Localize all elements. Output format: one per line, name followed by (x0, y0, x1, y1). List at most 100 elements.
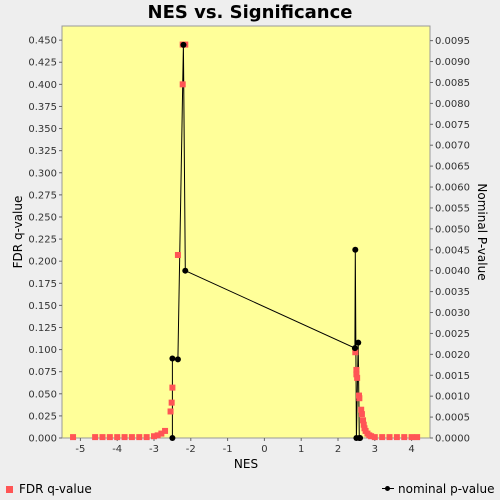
fdr-point (99, 434, 106, 441)
y-right-tick-label: 0.0060 (435, 183, 470, 194)
x-axis-label: NES (234, 457, 258, 471)
fdr-point (143, 434, 150, 441)
y-right-tick-label: 0.0085 (435, 78, 470, 89)
y-right-tick-label: 0.0020 (435, 350, 470, 361)
legend: FDR q-value nominal p-value (0, 478, 500, 500)
nominal-series (169, 41, 364, 441)
y-left-tick-label: 0.100 (28, 345, 57, 356)
y-left-tick-label: 0.075 (28, 367, 57, 378)
fdr-point (360, 421, 367, 428)
x-tick-label: -3 (149, 444, 159, 455)
y-right-tick-label: 0.0000 (435, 434, 470, 445)
y-left-tick-label: 0.125 (28, 323, 57, 334)
fdr-point (358, 411, 365, 418)
y-right-tick-label: 0.0095 (435, 36, 470, 47)
nominal-point (351, 345, 358, 352)
fdr-point (121, 434, 128, 441)
line-marker-icon (382, 485, 394, 493)
fdr-point (174, 251, 181, 258)
fdr-point (151, 433, 157, 440)
x-tick-label: -1 (223, 444, 233, 455)
nominal-point (357, 435, 364, 441)
legend-label-nominal: nominal p-value (398, 482, 495, 496)
fdr-point (354, 374, 361, 381)
chart: NES vs. Significance -5 -4 -3 -2 -1 0 1 2 3 4 0.0… (11, 2, 489, 471)
x-tick-label: -5 (75, 444, 85, 455)
legend-item-fdr: FDR q-value (6, 482, 92, 496)
y-left-tick-label: 0.450 (28, 36, 57, 47)
nominal-point (180, 41, 187, 48)
square-marker-icon (6, 485, 13, 493)
fdr-point (167, 408, 174, 415)
fdr-point (393, 434, 400, 441)
y-axis-right-label: Nominal P-value (475, 183, 489, 280)
y-left-tick-label: 0.425 (28, 58, 57, 69)
fdr-point (386, 434, 393, 441)
y-right-tick-label: 0.0040 (435, 266, 470, 277)
y-right-tick-label: 0.0055 (435, 203, 470, 214)
fdr-point (353, 371, 360, 378)
x-tick-label: 0 (261, 444, 267, 455)
x-tick-label: -4 (112, 444, 122, 455)
fdr-point (154, 432, 161, 439)
fdr-point (114, 434, 121, 441)
y-axis-left: 0.000 0.025 0.050 0.075 0.100 0.125 0.150 0.175… (28, 36, 62, 445)
nominal-point (169, 435, 176, 441)
y-left-tick-label: 0.225 (28, 235, 57, 246)
y-left-tick-label: 0.175 (28, 279, 57, 290)
y-left-tick-label: 0.200 (28, 257, 57, 268)
fdr-point (128, 434, 135, 441)
fdr-point (352, 349, 359, 356)
fdr-point (70, 434, 77, 441)
y-left-tick-label: 0.150 (28, 301, 57, 312)
y-left-tick-label: 0.375 (28, 102, 57, 113)
legend-item-nominal: nominal p-value (382, 482, 494, 496)
fdr-point (158, 430, 165, 437)
fdr-point (408, 434, 415, 441)
fdr-point (92, 434, 99, 441)
y-right-tick-label: 0.0080 (435, 99, 470, 110)
y-right-tick-label: 0.0090 (435, 57, 470, 68)
fdr-point (414, 434, 421, 441)
fdr-point (401, 434, 408, 441)
fdr-point (136, 434, 143, 441)
y-left-tick-label: 0.250 (28, 212, 57, 223)
plot-background (61, 25, 431, 439)
y-right-tick-label: 0.0015 (435, 371, 470, 382)
y-right-tick-label: 0.0065 (435, 162, 470, 173)
legend-label-fdr: FDR q-value (19, 482, 92, 496)
fdr-point (168, 399, 175, 406)
y-left-tick-label: 0.350 (28, 124, 57, 135)
y-right-tick-label: 0.0005 (435, 413, 470, 424)
y-left-tick-label: 0.275 (28, 190, 57, 201)
fdr-point (169, 384, 176, 391)
y-right-tick-label: 0.0010 (435, 392, 470, 403)
fdr-point (371, 434, 378, 441)
fdr-point (358, 406, 365, 413)
y-left-tick-label: 0.325 (28, 146, 57, 157)
x-tick-label: 1 (298, 444, 304, 455)
nominal-point (182, 267, 189, 274)
chart-title: NES vs. Significance (148, 2, 353, 23)
fdr-point (162, 427, 169, 434)
fdr-point (179, 81, 186, 88)
x-axis: -5 -4 -3 -2 -1 0 1 2 3 4 (75, 438, 415, 455)
x-tick-label: 3 (372, 444, 378, 455)
y-axis-left-label: FDR q-value (11, 196, 25, 269)
y-left-tick-label: 0.000 (28, 434, 57, 445)
fdr-point (353, 366, 360, 373)
y-left-tick-label: 0.300 (28, 168, 57, 179)
fdr-point (106, 434, 113, 441)
nominal-point (174, 356, 181, 363)
y-right-tick-label: 0.0025 (435, 329, 470, 340)
fdr-point (368, 433, 375, 440)
y-left-tick-label: 0.400 (28, 80, 57, 91)
y-right-tick-label: 0.0035 (435, 287, 470, 298)
nominal-point (355, 339, 362, 346)
nominal-point (169, 355, 176, 362)
y-axis-right: 0.0000 0.0005 0.0010 0.0015 0.0020 0.0025 0.00… (430, 36, 470, 445)
x-tick-label: -2 (186, 444, 196, 455)
y-right-tick-label: 0.0070 (435, 141, 470, 152)
fdr-point (379, 434, 386, 441)
y-right-tick-label: 0.0075 (435, 120, 470, 131)
